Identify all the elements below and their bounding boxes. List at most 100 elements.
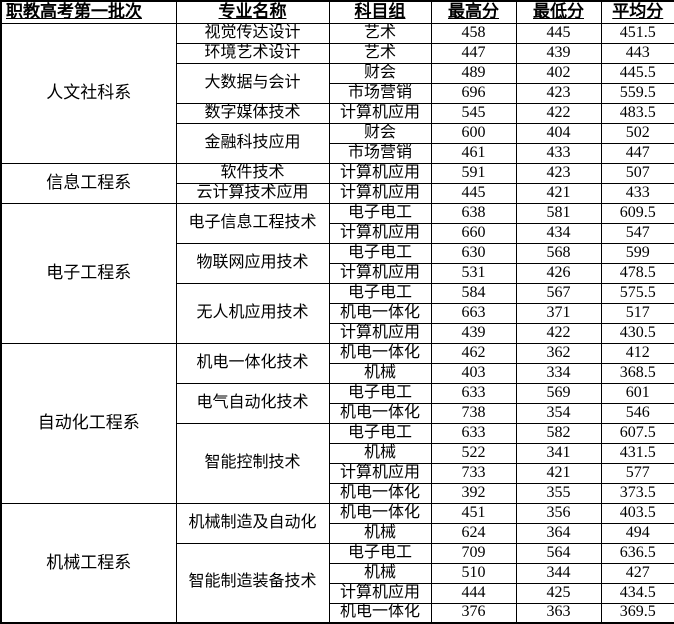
avg-score-cell: 494 — [600, 522, 674, 544]
min-score-cell: 363 — [515, 602, 602, 624]
max-score-cell: 461 — [430, 142, 517, 164]
min-score-cell: 355 — [515, 482, 602, 504]
max-score-cell: 439 — [430, 322, 517, 344]
avg-score-cell: 368.5 — [600, 362, 674, 384]
major-name-cell: 云计算技术应用 — [175, 182, 330, 204]
table-row: 金融科技应用 财会 600 404 502 — [1, 122, 674, 164]
min-score-cell: 422 — [515, 322, 602, 344]
min-score-cell: 425 — [515, 582, 602, 604]
subject-group-cell: 计算机应用 — [328, 262, 432, 284]
max-score-cell: 709 — [430, 542, 517, 564]
table-row: 电气自动化技术 电子电工 633 569 601 — [1, 382, 674, 424]
max-score-cell: 663 — [430, 302, 517, 324]
max-score-cell: 489 — [430, 62, 517, 84]
avg-score-cell: 445.5 — [600, 62, 674, 84]
table-row: 人文社科系 视觉传达设计 艺术 458 445 451.5 — [0, 22, 674, 164]
min-score-cell: 334 — [515, 362, 602, 384]
subject-group-cell: 艺术 — [328, 22, 432, 44]
avg-score-cell: 507 — [600, 162, 674, 184]
avg-score-cell: 607.5 — [600, 422, 674, 444]
min-score-cell: 439 — [515, 42, 602, 64]
min-score-cell: 356 — [515, 502, 602, 524]
max-score-cell: 633 — [430, 422, 517, 444]
avg-score-cell: 369.5 — [600, 602, 674, 624]
max-score-cell: 584 — [430, 282, 517, 304]
table-row: 环境艺术设计 艺术 447 439 443 — [1, 42, 674, 64]
subject-group-cell: 机械 — [328, 362, 432, 384]
subject-group-cell: 电子电工 — [328, 242, 432, 264]
subject-group-cell: 电子电工 — [328, 382, 432, 404]
table-row: 计算机应用 733 421 577 — [1, 462, 674, 484]
max-score-cell: 458 — [430, 22, 517, 44]
header-major-name: 专业名称 — [175, 0, 330, 24]
subject-group-cell: 计算机应用 — [328, 102, 432, 124]
major-name-cell: 机电一体化技术 — [175, 342, 330, 384]
avg-score-cell: 412 — [600, 342, 674, 364]
avg-score-cell: 373.5 — [600, 482, 674, 504]
max-score-cell: 403 — [430, 362, 517, 384]
major-name-cell: 智能控制技术 — [175, 422, 330, 504]
max-score-cell: 531 — [430, 262, 517, 284]
table-row: 物联网应用技术 电子电工 630 568 599 — [1, 242, 674, 284]
min-score-cell: 581 — [515, 202, 602, 224]
subject-group-cell: 财会 — [328, 62, 432, 84]
table-row: 数字媒体技术 计算机应用 545 422 483.5 — [1, 102, 674, 124]
max-score-cell: 445 — [430, 182, 517, 204]
subject-group-cell: 机械 — [328, 442, 432, 464]
min-score-cell: 404 — [515, 122, 602, 144]
table-row: 智能制造装备技术 电子电工 709 564 636.5 — [1, 542, 674, 624]
table-row: 机械 522 341 431.5 — [1, 442, 674, 464]
subject-group-cell: 财会 — [328, 122, 432, 144]
subject-group-cell: 机电一体化 — [328, 302, 432, 324]
subject-group-cell: 机械 — [328, 562, 432, 584]
max-score-cell: 638 — [430, 202, 517, 224]
min-score-cell: 433 — [515, 142, 602, 164]
table-row: 电子工程系 电子信息工程技术 电子电工 638 581 609.5 — [0, 202, 674, 344]
avg-score-cell: 601 — [600, 382, 674, 404]
subject-group-cell: 市场营销 — [328, 82, 432, 104]
avg-score-cell: 577 — [600, 462, 674, 484]
header-subject-group: 科目组 — [328, 0, 432, 24]
table-row: 计算机应用 531 426 478.5 — [1, 262, 674, 284]
subject-group-cell: 计算机应用 — [328, 462, 432, 484]
avg-score-cell: 559.5 — [600, 82, 674, 104]
max-score-cell: 545 — [430, 102, 517, 124]
major-name-cell: 机械制造及自动化 — [175, 502, 330, 544]
max-score-cell: 660 — [430, 222, 517, 244]
min-score-cell: 434 — [515, 222, 602, 244]
subject-group-cell: 机电一体化 — [328, 502, 432, 524]
avg-score-cell: 447 — [600, 142, 674, 164]
max-score-cell: 630 — [430, 242, 517, 264]
subject-group-cell: 计算机应用 — [328, 582, 432, 604]
subject-group-cell: 计算机应用 — [328, 162, 432, 184]
avg-score-cell: 502 — [600, 122, 674, 144]
table-row: 计算机应用 439 422 430.5 — [1, 322, 674, 344]
subject-group-cell: 电子电工 — [328, 202, 432, 224]
avg-score-cell: 431.5 — [600, 442, 674, 464]
table-row: 机械工程系 机械制造及自动化 机电一体化 451 356 403.5 — [0, 502, 674, 624]
table-row: 信息工程系 软件技术 计算机应用 591 423 507 — [0, 162, 674, 204]
max-score-cell: 451 — [430, 502, 517, 524]
max-score-cell: 392 — [430, 482, 517, 504]
avg-score-cell: 575.5 — [600, 282, 674, 304]
subject-group-cell: 计算机应用 — [328, 182, 432, 204]
avg-score-cell: 427 — [600, 562, 674, 584]
avg-score-cell: 547 — [600, 222, 674, 244]
header-min-score: 最低分 — [515, 0, 602, 24]
min-score-cell: 567 — [515, 282, 602, 304]
max-score-cell: 733 — [430, 462, 517, 484]
table-row: 机电一体化 738 354 546 — [1, 402, 674, 424]
table-body: 人文社科系 视觉传达设计 艺术 458 445 451.5 环境艺术设计 艺术 447 439 44… — [0, 22, 674, 624]
subject-group-cell: 艺术 — [328, 42, 432, 64]
avg-score-cell: 636.5 — [600, 542, 674, 564]
avg-score-cell: 430.5 — [600, 322, 674, 344]
department-cell: 机械工程系 — [0, 502, 177, 624]
max-score-cell: 444 — [430, 582, 517, 604]
table-row: 计算机应用 444 425 434.5 — [1, 582, 674, 604]
table-row: 无人机应用技术 电子电工 584 567 575.5 — [1, 282, 674, 344]
subject-group-cell: 机械 — [328, 522, 432, 544]
max-score-cell: 624 — [430, 522, 517, 544]
min-score-cell: 569 — [515, 382, 602, 404]
table-row: 市场营销 696 423 559.5 — [1, 82, 674, 104]
min-score-cell: 344 — [515, 562, 602, 584]
